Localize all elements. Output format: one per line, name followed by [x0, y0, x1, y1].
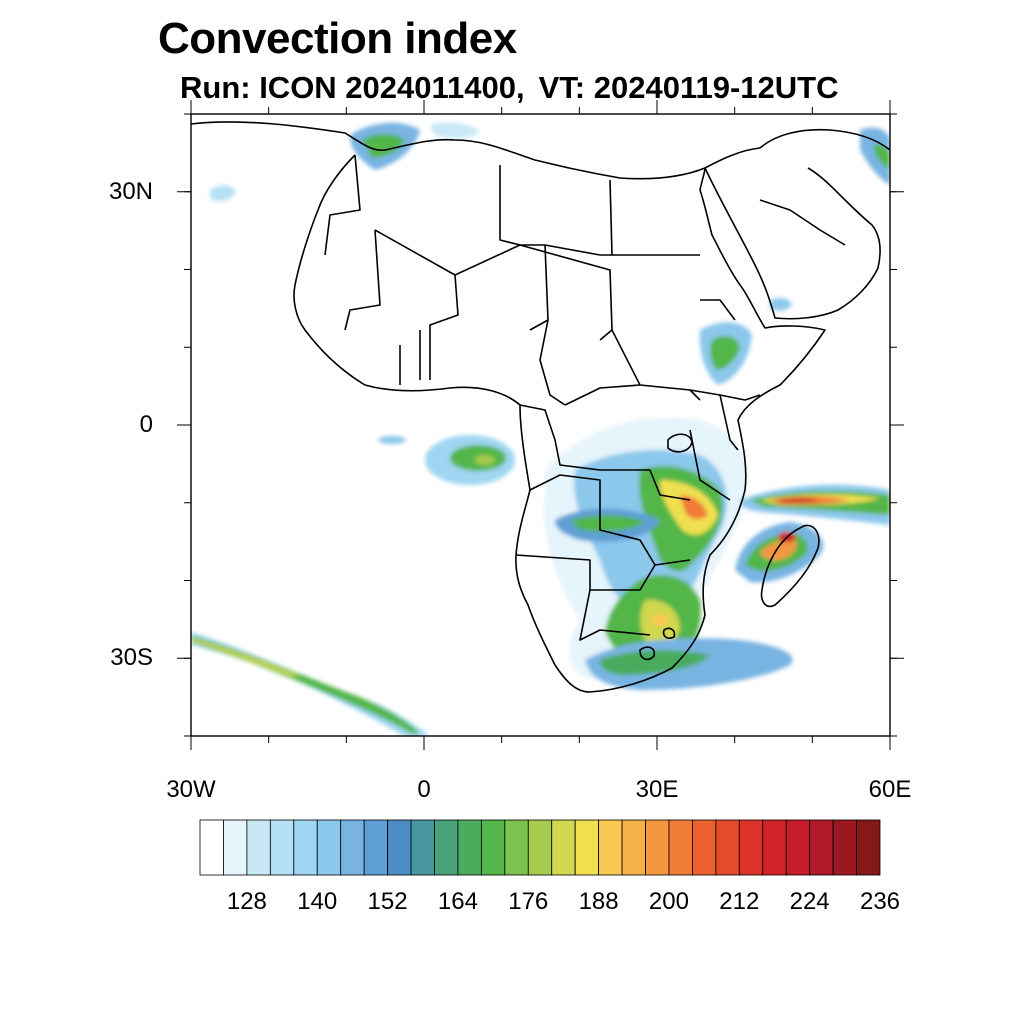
lat-tick-label: 0 [139, 411, 153, 438]
colorbar-swatch [527, 819, 553, 876]
colorbar-swatch [738, 819, 764, 876]
colorbar-swatch [246, 819, 271, 876]
colorbar-label: 164 [437, 888, 478, 915]
colorbar-label: 236 [859, 888, 901, 915]
colorbar-label: 152 [367, 888, 408, 915]
colorbar-swatch [668, 819, 693, 876]
colorbar-label: 128 [226, 888, 267, 915]
convection-field [191, 122, 890, 736]
colorbar-label: 188 [578, 888, 619, 915]
lon-tick-label: 30E [635, 776, 679, 803]
colorbar-swatch [785, 819, 811, 876]
lat-tick-label: 30S [110, 644, 153, 672]
colorbar-swatch [410, 819, 435, 876]
colorbar-label: 212 [719, 888, 760, 915]
colorbar-label: 224 [789, 888, 830, 915]
coastlines-borders [191, 121, 890, 693]
valid-time-label: VT: 20240119-12UTC [538, 70, 839, 105]
colorbar-swatch [269, 819, 295, 876]
colorbar-swatch [715, 819, 740, 876]
colorbar-swatch [480, 819, 506, 876]
colorbar-swatch [574, 819, 600, 876]
colorbar-swatch [457, 819, 482, 876]
colorbar-label: 140 [297, 888, 338, 915]
colorbar-swatch [340, 819, 365, 876]
colorbar-swatch [598, 819, 623, 876]
colorbar-swatch [363, 819, 388, 876]
colorbar-swatch [293, 819, 318, 876]
colorbar-swatch [621, 819, 646, 876]
colorbar-swatch [199, 819, 224, 876]
colorbar-swatch [316, 819, 342, 876]
tick-marks [177, 100, 904, 750]
colorbar-swatch [387, 819, 412, 876]
colorbar-swatch [223, 819, 248, 876]
lat-tick-label: 30N [108, 177, 153, 205]
lon-tick-label: 60E [868, 776, 912, 803]
colorbar-swatch [692, 819, 717, 876]
chart-subtitle: Run: ICON 2024011400, VT: 20240119-12UTC [180, 70, 838, 106]
colorbar-swatch [551, 819, 576, 876]
colorbar-swatch [762, 819, 787, 876]
chart-title: Convection index [158, 14, 517, 63]
plot-frame [190, 113, 891, 737]
colorbar-swatch [832, 819, 857, 876]
run-label: Run: ICON 2024011400, [180, 70, 525, 105]
colorbar-swatch [645, 819, 670, 876]
colorbar-swatch [434, 819, 459, 876]
colorbar-label: 176 [508, 888, 549, 915]
colorbar-label: 200 [648, 888, 689, 915]
colorbar-swatch [504, 819, 529, 876]
colorbar-swatch [809, 819, 834, 876]
colorbar-swatch [856, 819, 881, 876]
lon-tick-label: 0 [417, 776, 431, 803]
lon-tick-label: 30W [166, 776, 216, 803]
colorbar [199, 819, 881, 876]
